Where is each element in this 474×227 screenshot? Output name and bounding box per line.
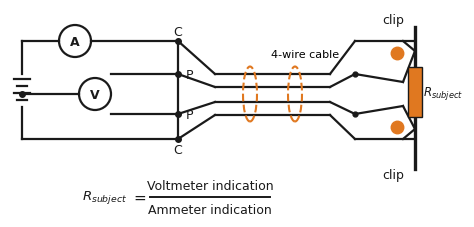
Text: Voltmeter indication: Voltmeter indication [146, 179, 273, 192]
Text: A: A [70, 35, 80, 48]
Text: Ammeter indication: Ammeter indication [148, 204, 272, 217]
Text: 4-wire cable: 4-wire cable [271, 50, 339, 60]
Text: clip: clip [382, 168, 404, 181]
Text: C: C [173, 143, 182, 156]
Text: C: C [173, 25, 182, 38]
Text: clip: clip [382, 13, 404, 26]
Bar [408, 68, 422, 118]
Text: P: P [186, 68, 193, 81]
Text: $R_{subject}$: $R_{subject}$ [423, 84, 463, 101]
Text: V: V [90, 88, 100, 101]
Text: P: P [186, 108, 193, 121]
Text: $R_{subject}$: $R_{subject}$ [82, 189, 127, 206]
Text: =: = [134, 190, 146, 205]
